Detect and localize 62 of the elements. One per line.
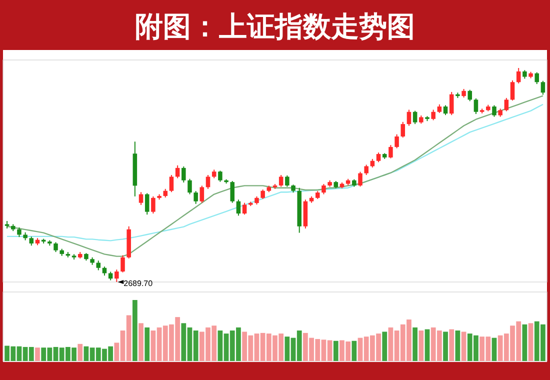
candlestick: [443, 104, 448, 116]
bar: [35, 348, 40, 361]
candlestick: [412, 110, 418, 125]
bar: [424, 329, 430, 361]
bar: [382, 332, 388, 361]
candlestick: [96, 260, 101, 271]
candlestick: [431, 109, 436, 121]
annotation: 2689.70: [124, 279, 154, 288]
chart-title: 附图：上证指数走势图: [135, 11, 415, 42]
candlestick: [54, 242, 58, 253]
bar: [418, 330, 424, 361]
candlestick: [175, 164, 180, 179]
bar: [449, 329, 454, 361]
bar: [461, 332, 466, 361]
candlestick: [182, 166, 186, 183]
candlestick: [260, 189, 265, 200]
candlestick: [474, 98, 478, 115]
candlestick: [242, 202, 247, 216]
bar: [528, 323, 534, 361]
candlestick: [358, 171, 362, 188]
candlestick: [322, 183, 326, 195]
bar: [132, 300, 138, 361]
candlestick: [516, 68, 521, 84]
candlestick: [17, 226, 22, 238]
candlestick: [230, 180, 234, 204]
candlestick: [188, 178, 192, 195]
candlestick: [194, 190, 198, 204]
candlestick: [236, 199, 241, 216]
candlestick: [400, 121, 406, 138]
bar: [522, 324, 528, 361]
candlestick: [144, 192, 150, 216]
candlestick: [449, 91, 454, 116]
candlestick: [388, 144, 393, 159]
candlestick: [169, 174, 174, 193]
candlestick: [151, 196, 156, 214]
bar: [333, 340, 338, 361]
candlestick: [510, 80, 515, 102]
candlestick: [492, 104, 496, 118]
candlestick: [534, 72, 539, 85]
candlestick: [376, 152, 381, 163]
bar: [78, 344, 83, 361]
bar: [455, 330, 460, 361]
candlestick: [114, 269, 119, 282]
candlestick: [394, 134, 399, 149]
bar: [412, 327, 418, 361]
candlestick: [468, 89, 472, 102]
candlestick: [285, 174, 290, 188]
candlestick: [364, 164, 368, 176]
bar: [138, 323, 144, 361]
candlestick: [200, 185, 204, 204]
bar: [443, 332, 448, 361]
candlestick: [540, 80, 546, 96]
candlestick: [206, 174, 210, 190]
candlestick: [406, 109, 412, 126]
bar: [352, 340, 357, 361]
candlestick: [278, 174, 284, 188]
candlestick: [120, 254, 125, 273]
candlestick: [138, 192, 144, 206]
bar: [144, 327, 150, 361]
candlestick: [504, 97, 509, 112]
candlestick: [218, 170, 222, 182]
bar: [492, 338, 497, 361]
